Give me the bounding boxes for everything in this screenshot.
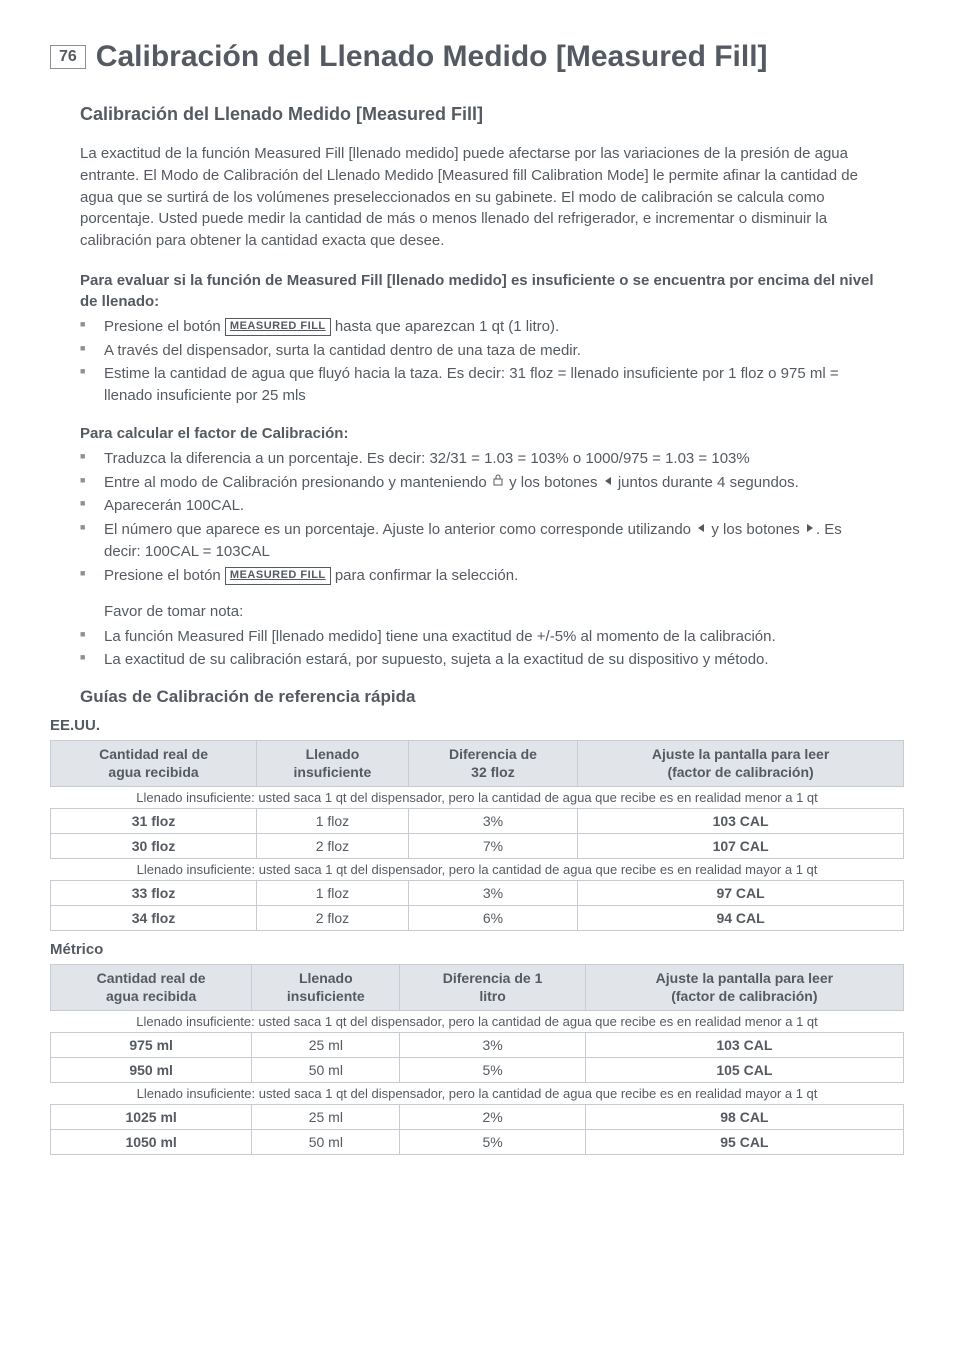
table-header: Diferencia de 1litro [400,965,585,1011]
table-cell: 2% [400,1105,585,1130]
table-cell: 25 ml [252,1033,400,1058]
text: Entre al modo de Calibración presionando… [104,474,491,491]
table-row: 31 floz 1 floz 3% 103 CAL [51,809,904,834]
table-cell: 25 ml [252,1105,400,1130]
table-cell: 975 ml [51,1033,252,1058]
guide-heading: Guías de Calibración de referencia rápid… [80,687,874,707]
table-cell: 950 ml [51,1058,252,1083]
text: y los botones [505,474,602,491]
table-row: 34 floz 2 floz 6% 94 CAL [51,906,904,931]
table-cell: 97 CAL [578,881,904,906]
table-row: 1050 ml 50 ml 5% 95 CAL [51,1130,904,1155]
main-title-text: Calibración del Llenado Medido [Measured… [96,40,768,74]
table-cell: 3% [400,1033,585,1058]
table-cell: 30 floz [51,834,257,859]
text: El número que aparece es un porcentaje. … [104,521,695,538]
list-item: Presione el botón MEASURED FILL para con… [80,565,874,587]
table-header: Diferencia de32 floz [408,741,577,787]
table-cell: 2 floz [257,834,409,859]
us-label: EE.UU. [50,717,904,734]
table-row: 30 floz 2 floz 7% 107 CAL [51,834,904,859]
section-heading: Calibración del Llenado Medido [Measured… [80,104,904,125]
table-cell: 1025 ml [51,1105,252,1130]
table-header: Ajuste la pantalla para leer(factor de c… [578,741,904,787]
table-span-row: Llenado insuficiente: usted saca 1 qt de… [51,1083,904,1105]
list-item: Entre al modo de Calibración presionando… [80,472,874,494]
metric-label: Métrico [50,941,904,958]
table-cell: 7% [408,834,577,859]
table-header: Llenadoinsuficiente [252,965,400,1011]
table-cell: 31 floz [51,809,257,834]
text: para confirmar la selección. [331,567,519,584]
page-number: 76 [50,45,86,69]
table-cell: 1 floz [257,881,409,906]
list-item: Estime la cantidad de agua que fluyó hac… [80,363,874,407]
table-header: Ajuste la pantalla para leer(factor de c… [585,965,903,1011]
table-cell: 3% [408,881,577,906]
table-cell: 6% [408,906,577,931]
measured-fill-button-label: MEASURED FILL [225,318,331,336]
us-calibration-table: Cantidad real deagua recibida Llenadoins… [50,740,904,931]
table-cell: 1050 ml [51,1130,252,1155]
table-cell: 98 CAL [585,1105,903,1130]
text: hasta que aparezcan 1 qt (1 litro). [331,318,559,335]
main-title: 76 Calibración del Llenado Medido [Measu… [50,40,904,74]
table-cell: 50 ml [252,1130,400,1155]
table-cell: 103 CAL [578,809,904,834]
list-item: El número que aparece es un porcentaje. … [80,519,874,563]
table-cell: 95 CAL [585,1130,903,1155]
calc-bullet-list: Traduzca la diferencia a un porcentaje. … [80,448,874,587]
table-row: 975 ml 25 ml 3% 103 CAL [51,1033,904,1058]
table-span-row: Llenado insuficiente: usted saca 1 qt de… [51,1011,904,1033]
table-header: Llenadoinsuficiente [257,741,409,787]
table-row: 1025 ml 25 ml 2% 98 CAL [51,1105,904,1130]
table-cell: 1 floz [257,809,409,834]
calc-heading: Para calcular el factor de Calibración: [80,423,874,444]
table-span-row: Llenado insuficiente: usted saca 1 qt de… [51,859,904,881]
eval-bullet-list: Presione el botón MEASURED FILL hasta qu… [80,316,874,407]
table-cell: 33 floz [51,881,257,906]
table-header: Cantidad real deagua recibida [51,741,257,787]
intro-paragraph: La exactitud de la función Measured Fill… [80,143,874,252]
eval-heading: Para evaluar si la función de Measured F… [80,270,874,312]
table-cell: 3% [408,809,577,834]
metric-calibration-table: Cantidad real deagua recibida Llenadoins… [50,964,904,1155]
list-item: A través del dispensador, surta la canti… [80,340,874,362]
table-cell: 107 CAL [578,834,904,859]
lock-icon [491,472,505,494]
measured-fill-button-label: MEASURED FILL [225,567,331,585]
note-label: Favor de tomar nota: [104,603,874,620]
table-cell: 5% [400,1058,585,1083]
list-item: Presione el botón MEASURED FILL hasta qu… [80,316,874,338]
table-cell: 105 CAL [585,1058,903,1083]
table-header: Cantidad real deagua recibida [51,965,252,1011]
left-arrow-icon [602,472,614,494]
text: Presione el botón [104,318,225,335]
right-arrow-icon [804,519,816,541]
table-row: 950 ml 50 ml 5% 105 CAL [51,1058,904,1083]
left-arrow-icon [695,519,707,541]
table-cell: 5% [400,1130,585,1155]
text: Presione el botón [104,567,225,584]
table-cell: 94 CAL [578,906,904,931]
list-item: Traduzca la diferencia a un porcentaje. … [80,448,874,470]
table-row: 33 floz 1 floz 3% 97 CAL [51,881,904,906]
list-item: La exactitud de su calibración estará, p… [80,649,874,671]
notes-list: La función Measured Fill [llenado medido… [80,626,874,672]
text: y los botones [707,521,804,538]
table-span-row: Llenado insuficiente: usted saca 1 qt de… [51,787,904,809]
table-cell: 103 CAL [585,1033,903,1058]
table-cell: 34 floz [51,906,257,931]
text: juntos durante 4 segundos. [614,474,799,491]
list-item: Aparecerán 100CAL. [80,495,874,517]
table-cell: 2 floz [257,906,409,931]
table-cell: 50 ml [252,1058,400,1083]
list-item: La función Measured Fill [llenado medido… [80,626,874,648]
